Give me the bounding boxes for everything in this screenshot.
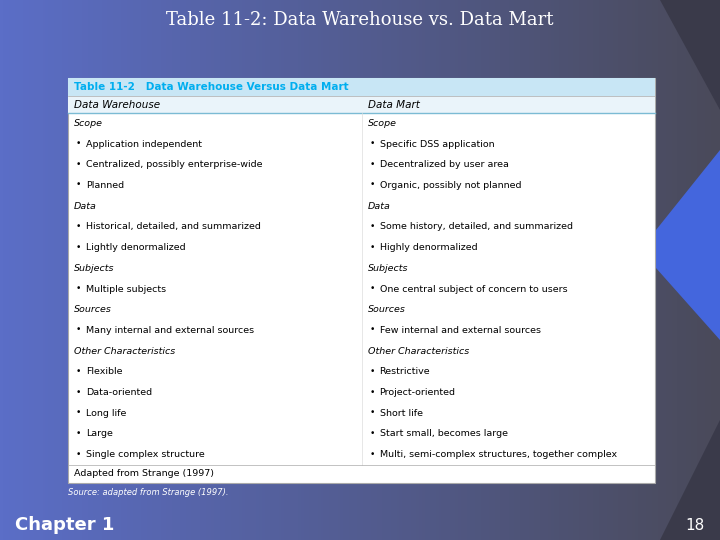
Text: Chapter 1: Chapter 1 bbox=[15, 516, 114, 534]
Text: Restrictive: Restrictive bbox=[379, 367, 430, 376]
Text: Subjects: Subjects bbox=[367, 264, 408, 273]
Text: Data Warehouse: Data Warehouse bbox=[74, 99, 160, 110]
Text: One central subject of concern to users: One central subject of concern to users bbox=[379, 285, 567, 294]
Text: Table 11-2   Data Warehouse Versus Data Mart: Table 11-2 Data Warehouse Versus Data Ma… bbox=[74, 82, 348, 92]
Text: Short life: Short life bbox=[379, 409, 423, 418]
Text: Lightly denormalized: Lightly denormalized bbox=[86, 243, 186, 252]
Text: •: • bbox=[369, 408, 375, 417]
Text: Scope: Scope bbox=[74, 119, 103, 128]
Text: Few internal and external sources: Few internal and external sources bbox=[379, 326, 541, 335]
Polygon shape bbox=[660, 420, 720, 540]
Text: Project-oriented: Project-oriented bbox=[379, 388, 456, 397]
Polygon shape bbox=[640, 150, 720, 340]
Text: Large: Large bbox=[86, 429, 113, 438]
Text: Source: adapted from Strange (1997).: Source: adapted from Strange (1997). bbox=[68, 488, 228, 497]
Text: •: • bbox=[76, 160, 81, 169]
Text: Highly denormalized: Highly denormalized bbox=[379, 243, 477, 252]
Text: Data-oriented: Data-oriented bbox=[86, 388, 152, 397]
Text: •: • bbox=[369, 367, 375, 376]
Text: •: • bbox=[369, 242, 375, 252]
Text: Flexible: Flexible bbox=[86, 367, 122, 376]
Text: •: • bbox=[76, 408, 81, 417]
Text: •: • bbox=[369, 326, 375, 334]
Text: Multiple subjects: Multiple subjects bbox=[86, 285, 166, 294]
Text: •: • bbox=[76, 429, 81, 438]
Text: 18: 18 bbox=[685, 517, 705, 532]
Text: •: • bbox=[76, 450, 81, 458]
Text: •: • bbox=[76, 139, 81, 148]
Text: •: • bbox=[76, 367, 81, 376]
Text: •: • bbox=[76, 222, 81, 231]
FancyBboxPatch shape bbox=[68, 78, 655, 483]
Text: Data Mart: Data Mart bbox=[367, 99, 419, 110]
Text: Start small, becomes large: Start small, becomes large bbox=[379, 429, 508, 438]
Text: Other Characteristics: Other Characteristics bbox=[367, 347, 469, 356]
FancyBboxPatch shape bbox=[68, 96, 655, 113]
Text: •: • bbox=[369, 180, 375, 190]
Text: •: • bbox=[369, 450, 375, 458]
Text: Other Characteristics: Other Characteristics bbox=[74, 347, 175, 356]
Text: Historical, detailed, and summarized: Historical, detailed, and summarized bbox=[86, 222, 261, 231]
Text: Multi, semi-complex structures, together complex: Multi, semi-complex structures, together… bbox=[379, 450, 616, 459]
Text: •: • bbox=[369, 139, 375, 148]
Text: Specific DSS application: Specific DSS application bbox=[379, 139, 494, 148]
Text: Centralized, possibly enterprise-wide: Centralized, possibly enterprise-wide bbox=[86, 160, 263, 169]
Text: Subjects: Subjects bbox=[74, 264, 114, 273]
Text: Table 11-2: Data Warehouse vs. Data Mart: Table 11-2: Data Warehouse vs. Data Mart bbox=[166, 11, 554, 29]
Text: Planned: Planned bbox=[86, 181, 124, 190]
Text: •: • bbox=[76, 242, 81, 252]
Text: •: • bbox=[76, 284, 81, 293]
Text: Data: Data bbox=[74, 201, 97, 211]
Text: Some history, detailed, and summarized: Some history, detailed, and summarized bbox=[379, 222, 572, 231]
Text: Organic, possibly not planned: Organic, possibly not planned bbox=[379, 181, 521, 190]
Text: Sources: Sources bbox=[74, 305, 112, 314]
Text: •: • bbox=[369, 429, 375, 438]
Text: •: • bbox=[369, 284, 375, 293]
Text: •: • bbox=[76, 180, 81, 190]
Text: •: • bbox=[76, 326, 81, 334]
FancyBboxPatch shape bbox=[68, 78, 655, 96]
Text: Scope: Scope bbox=[367, 119, 397, 128]
Text: •: • bbox=[369, 222, 375, 231]
Text: Data: Data bbox=[367, 201, 390, 211]
Text: •: • bbox=[369, 160, 375, 169]
Text: •: • bbox=[76, 388, 81, 396]
Polygon shape bbox=[660, 0, 720, 110]
Text: Sources: Sources bbox=[367, 305, 405, 314]
Text: Decentralized by user area: Decentralized by user area bbox=[379, 160, 508, 169]
Text: •: • bbox=[369, 388, 375, 396]
Text: Adapted from Strange (1997): Adapted from Strange (1997) bbox=[74, 469, 214, 478]
Text: Single complex structure: Single complex structure bbox=[86, 450, 204, 459]
Text: Many internal and external sources: Many internal and external sources bbox=[86, 326, 254, 335]
Text: Long life: Long life bbox=[86, 409, 127, 418]
Text: Application independent: Application independent bbox=[86, 139, 202, 148]
